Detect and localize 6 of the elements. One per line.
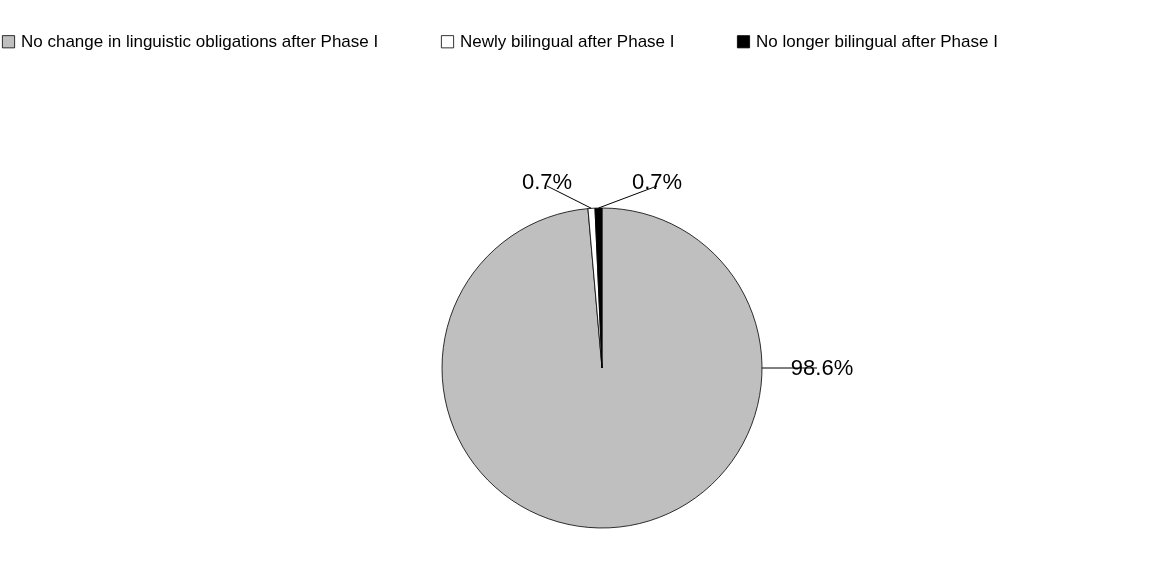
legend-label: Newly bilingual after Phase I: [460, 31, 675, 51]
data-label: 0.7%: [521, 169, 573, 194]
legend-label: No longer bilingual after Phase I: [756, 31, 998, 51]
data-label: 0.7%: [631, 169, 683, 194]
legend-label: No change in linguistic obligations after Phase I: [21, 31, 379, 51]
data-label: 98.6%: [790, 355, 854, 380]
